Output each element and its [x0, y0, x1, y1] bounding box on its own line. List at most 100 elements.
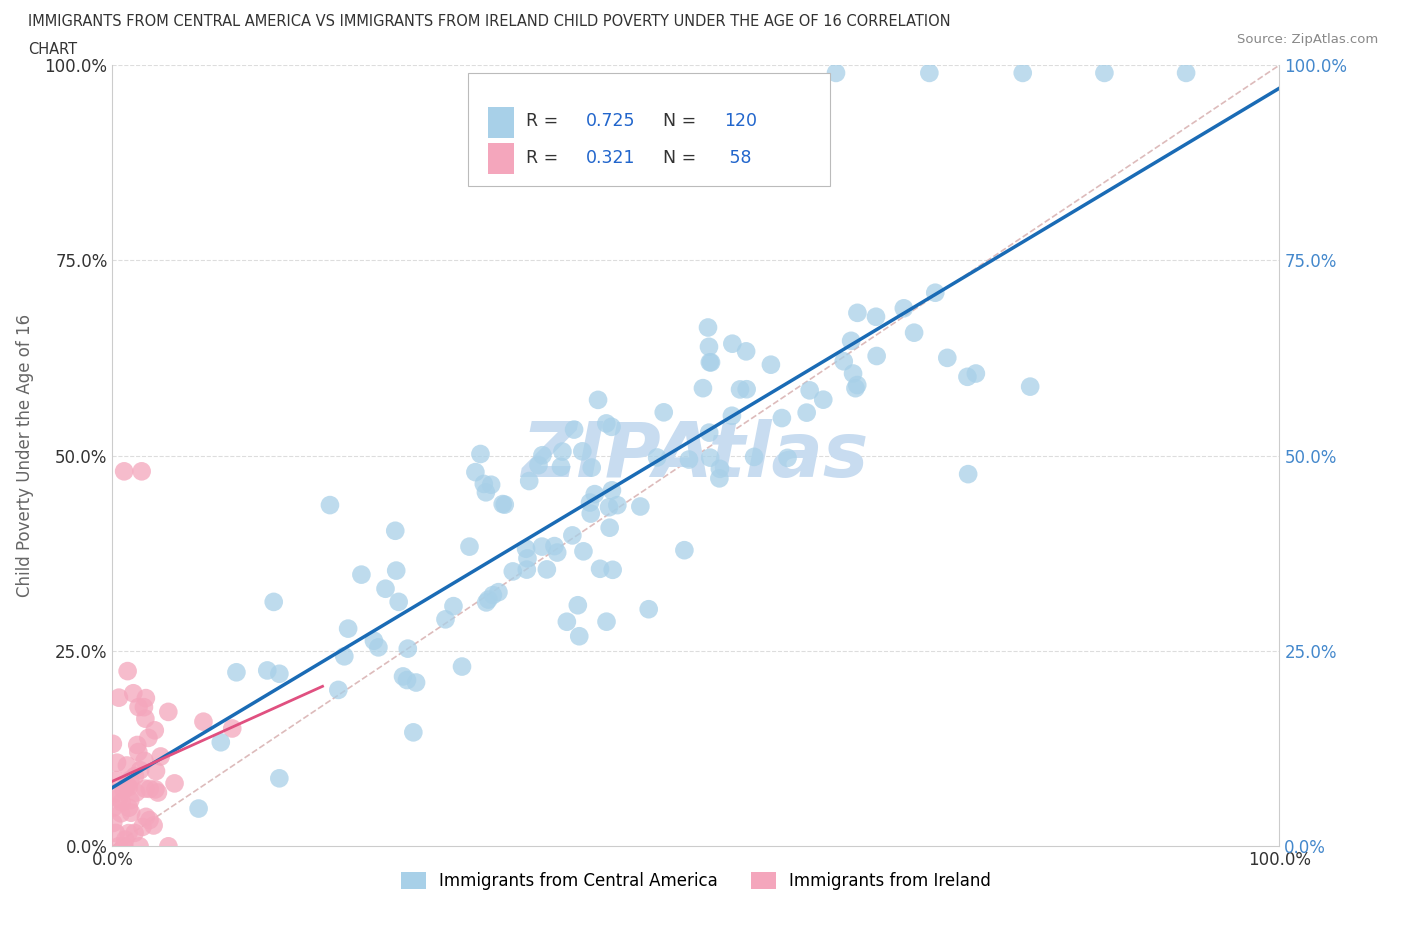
Point: [221, 721, 243, 736]
Point: [131, 819, 153, 834]
Point: [602, 563, 624, 578]
Point: [115, 758, 138, 773]
Point: [583, 486, 606, 501]
Point: [142, 818, 165, 833]
Point: [515, 541, 537, 556]
Point: [709, 471, 731, 485]
Text: R =: R =: [526, 113, 558, 130]
Point: [599, 520, 621, 535]
Point: [742, 449, 765, 464]
Point: [527, 458, 550, 472]
Point: [628, 499, 651, 514]
Point: [135, 809, 157, 824]
Point: [598, 499, 620, 514]
Point: [562, 422, 585, 437]
Point: [139, 781, 162, 796]
Point: [965, 366, 987, 381]
Point: [193, 714, 215, 729]
Point: [551, 445, 574, 459]
Point: [475, 485, 498, 499]
Point: [645, 450, 668, 465]
Point: [555, 615, 578, 630]
Text: CHART: CHART: [28, 42, 77, 57]
Text: Source: ZipAtlas.com: Source: ZipAtlas.com: [1237, 33, 1378, 46]
Point: [388, 594, 411, 609]
Point: [494, 498, 516, 512]
Point: [350, 567, 373, 582]
Text: N =: N =: [664, 149, 696, 167]
FancyBboxPatch shape: [468, 73, 830, 186]
Point: [145, 764, 167, 778]
Point: [479, 477, 502, 492]
Point: [384, 524, 406, 538]
Point: [333, 649, 356, 664]
Point: [157, 839, 180, 854]
Point: [543, 538, 565, 553]
Point: [328, 683, 350, 698]
Point: [209, 735, 232, 750]
Point: [363, 633, 385, 648]
Point: [149, 749, 172, 764]
Point: [443, 599, 465, 614]
Bar: [488, 143, 515, 175]
Point: [581, 460, 603, 475]
Point: [571, 444, 593, 458]
Point: [697, 320, 720, 335]
Point: [561, 528, 583, 543]
Point: [385, 564, 408, 578]
Point: [122, 685, 145, 700]
Point: [117, 826, 139, 841]
Text: N =: N =: [664, 113, 696, 130]
Point: [112, 782, 135, 797]
Point: [108, 690, 131, 705]
Point: [337, 621, 360, 636]
Point: [673, 543, 696, 558]
Point: [550, 459, 572, 474]
Point: [396, 641, 419, 656]
Point: [157, 704, 180, 719]
Point: [589, 562, 612, 577]
Point: [839, 333, 862, 348]
Point: [1175, 65, 1198, 80]
Point: [502, 564, 524, 578]
Point: [770, 411, 793, 426]
Text: 120: 120: [724, 113, 756, 130]
Point: [225, 665, 247, 680]
Point: [115, 777, 138, 792]
Point: [117, 664, 139, 679]
Point: [531, 447, 554, 462]
Point: [579, 495, 602, 510]
Point: [813, 392, 835, 407]
Bar: [488, 107, 515, 138]
Point: [112, 839, 135, 854]
Point: [163, 776, 186, 790]
Point: [111, 794, 134, 809]
Point: [579, 506, 602, 521]
Point: [374, 581, 396, 596]
Point: [392, 669, 415, 684]
Text: 0.725: 0.725: [586, 113, 636, 130]
Point: [697, 339, 720, 354]
Text: 58: 58: [724, 149, 751, 167]
Point: [600, 419, 623, 434]
Point: [138, 813, 160, 828]
Point: [903, 326, 925, 340]
Point: [568, 629, 591, 644]
Point: [120, 772, 142, 787]
Point: [134, 781, 156, 796]
Point: [516, 551, 538, 565]
Point: [936, 351, 959, 365]
Point: [464, 465, 486, 480]
Point: [692, 380, 714, 395]
Point: [367, 640, 389, 655]
Point: [263, 594, 285, 609]
Point: [135, 691, 157, 706]
Point: [846, 305, 869, 320]
Point: [918, 65, 941, 80]
Point: [700, 355, 723, 370]
Point: [125, 785, 148, 800]
Point: [124, 826, 146, 841]
Point: [735, 382, 758, 397]
Point: [776, 450, 799, 465]
Point: [451, 659, 474, 674]
